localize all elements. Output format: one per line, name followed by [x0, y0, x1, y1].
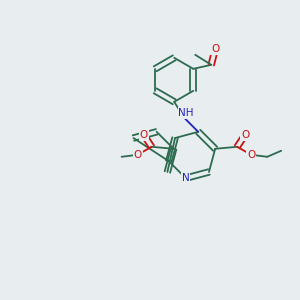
Text: O: O: [211, 44, 219, 54]
Text: O: O: [241, 130, 249, 140]
Text: NH: NH: [178, 108, 194, 118]
Text: O: O: [140, 130, 148, 140]
Text: N: N: [182, 173, 190, 183]
Text: O: O: [134, 150, 142, 160]
Text: O: O: [247, 150, 255, 160]
